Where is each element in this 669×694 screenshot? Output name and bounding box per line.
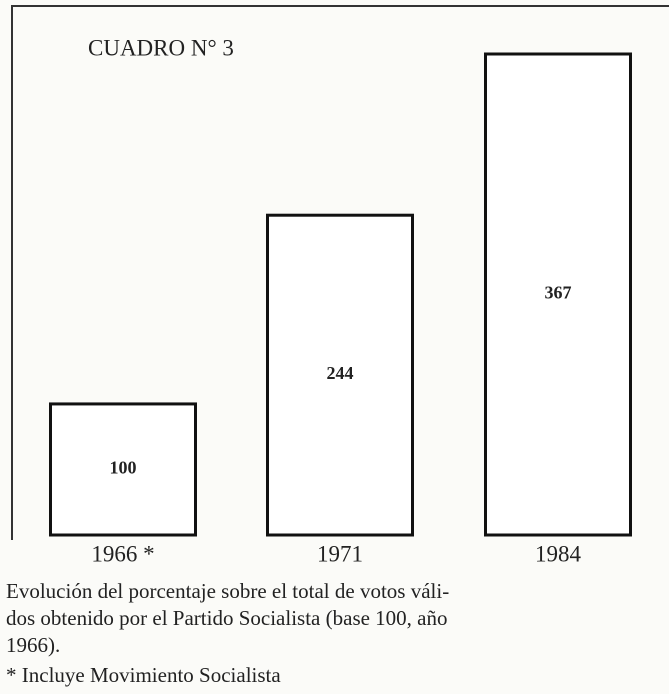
x-tick-label: 1971 bbox=[317, 541, 363, 566]
x-tick-label: 1984 bbox=[535, 541, 582, 566]
caption-line: 1966). bbox=[6, 633, 60, 657]
caption-line: dos obtenido por el Partido Socialista (… bbox=[6, 606, 448, 630]
bar bbox=[49, 402, 197, 537]
caption-line: Evolución del porcentaje sobre el total … bbox=[6, 579, 449, 603]
frame bbox=[11, 5, 669, 540]
bar bbox=[484, 52, 632, 537]
bar bbox=[266, 213, 414, 537]
x-tick-label: 1966 * bbox=[91, 541, 154, 566]
bar-value-label: 100 bbox=[110, 458, 137, 478]
chart-title: CUADRO N° 3 bbox=[88, 35, 234, 60]
footnote: * Incluye Movimiento Socialista bbox=[6, 663, 281, 687]
bar-value-label: 244 bbox=[327, 363, 354, 383]
bar-value-label: 367 bbox=[545, 283, 572, 303]
